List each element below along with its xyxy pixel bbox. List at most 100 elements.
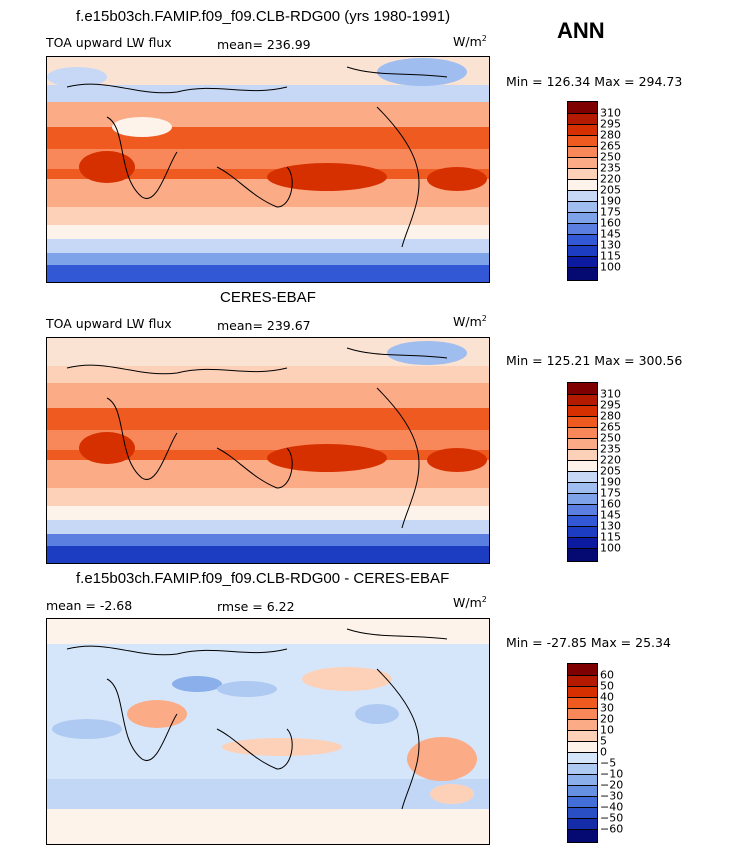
colorbar-cell [568, 169, 597, 180]
colorbar-tick-label: 40 [600, 690, 614, 704]
colorbar-tick-label: 235 [600, 442, 621, 456]
colorbar-tick-label: −60 [600, 822, 624, 836]
colorbar-cell [568, 472, 597, 483]
colorbar-tick-label: 130 [600, 519, 621, 533]
panel-2-minmax: Min = 125.21 Max = 300.56 [506, 353, 683, 368]
colorbar-cell [568, 417, 597, 428]
colorbar-cell [568, 797, 597, 808]
panel-3-units: W/m2 [453, 595, 487, 611]
map-svg [47, 619, 489, 844]
panel-2-units: W/m2 [453, 314, 487, 330]
colorbar-tick-label: 160 [600, 216, 621, 230]
colorbar-cell [568, 147, 597, 158]
colorbar-tick-label: 265 [600, 139, 621, 153]
panel-1-map [46, 56, 490, 283]
colorbar-tick-label: 220 [600, 453, 621, 467]
colorbar-tick-label: 295 [600, 398, 621, 412]
colorbar-tick-label: 205 [600, 464, 621, 478]
colorbar-cell [568, 830, 597, 842]
panel-3-minmax: Min = -27.85 Max = 25.34 [506, 635, 671, 650]
map-svg [47, 57, 489, 282]
panel-3-title: f.e15b03ch.FAMIP.f09_f09.CLB-RDG00 - CER… [76, 570, 450, 587]
panel-2-left-label: TOA upward LW flux [46, 316, 172, 331]
colorbar-cell [568, 439, 597, 450]
colorbar-tick-label: 20 [600, 712, 614, 726]
colorbar-tick-label: −20 [600, 778, 624, 792]
colorbar-tick-label: 160 [600, 497, 621, 511]
panel-2-mean: mean= 239.67 [217, 318, 311, 333]
colorbar-cell [568, 483, 597, 494]
map-svg [47, 338, 489, 563]
colorbar-cell [568, 698, 597, 709]
colorbar-cell [568, 676, 597, 687]
colorbar-cell [568, 527, 597, 538]
colorbar-tick-label: −40 [600, 800, 624, 814]
colorbar-cell [568, 268, 597, 280]
colorbar-cell [568, 125, 597, 136]
colorbar-tick-label: 205 [600, 183, 621, 197]
colorbar-cell [568, 819, 597, 830]
colorbar-cell [568, 753, 597, 764]
colorbar-cell [568, 202, 597, 213]
colorbar-tick-label: 30 [600, 701, 614, 715]
colorbar-tick-label: 235 [600, 161, 621, 175]
panel-1-title: f.e15b03ch.FAMIP.f09_f09.CLB-RDG00 (yrs … [76, 8, 451, 25]
colorbar-cell [568, 731, 597, 742]
colorbar-tick-label: 295 [600, 117, 621, 131]
colorbar-tick-label: 60 [600, 668, 614, 682]
season-label: ANN [557, 18, 605, 43]
colorbar-tick-label: 0 [600, 745, 607, 759]
colorbar-tick-label: 190 [600, 475, 621, 489]
colorbar-cell [568, 235, 597, 246]
colorbar-cell [568, 213, 597, 224]
colorbar-tick-label: 250 [600, 431, 621, 445]
panel-3-colorbar [567, 663, 598, 843]
colorbar-cell [568, 180, 597, 191]
colorbar-cell [568, 742, 597, 753]
colorbar-cell [568, 406, 597, 417]
colorbar-tick-label: 250 [600, 150, 621, 164]
colorbar-tick-label: 265 [600, 420, 621, 434]
colorbar-cell [568, 764, 597, 775]
colorbar-tick-label: 175 [600, 486, 621, 500]
panel-3-mean: mean = -2.68 [46, 598, 133, 613]
colorbar-cell [568, 709, 597, 720]
colorbar-cell [568, 136, 597, 147]
colorbar-tick-label: −5 [600, 756, 617, 770]
colorbar-cell [568, 257, 597, 268]
colorbar-cell [568, 461, 597, 472]
panel-2-title: CERES-EBAF [220, 289, 316, 306]
panel-1-minmax: Min = 126.34 Max = 294.73 [506, 74, 683, 89]
colorbar-cell [568, 549, 597, 561]
colorbar-tick-label: 115 [600, 249, 621, 263]
colorbar-cell [568, 664, 597, 676]
colorbar-tick-label: 190 [600, 194, 621, 208]
colorbar-tick-label: −30 [600, 789, 624, 803]
colorbar-tick-label: −10 [600, 767, 624, 781]
colorbar-tick-label: 50 [600, 679, 614, 693]
colorbar-tick-label: 100 [600, 260, 621, 274]
colorbar-cell [568, 114, 597, 125]
colorbar-tick-label: 100 [600, 541, 621, 555]
colorbar-tick-label: −50 [600, 811, 624, 825]
colorbar-tick-label: 280 [600, 409, 621, 423]
colorbar-cell [568, 494, 597, 505]
colorbar-tick-label: 130 [600, 238, 621, 252]
colorbar-cell [568, 395, 597, 406]
panel-2-colorbar [567, 382, 598, 562]
colorbar-cell [568, 158, 597, 169]
colorbar-tick-label: 280 [600, 128, 621, 142]
colorbar-cell [568, 383, 597, 395]
colorbar-cell [568, 538, 597, 549]
colorbar-cell [568, 224, 597, 235]
colorbar-cell [568, 516, 597, 527]
colorbar-cell [568, 102, 597, 114]
colorbar-cell [568, 450, 597, 461]
panel-1-colorbar [567, 101, 598, 281]
colorbar-tick-label: 10 [600, 723, 614, 737]
panel-3-map [46, 618, 490, 845]
colorbar-cell [568, 246, 597, 257]
colorbar-cell [568, 505, 597, 516]
panel-1-units: W/m2 [453, 34, 487, 50]
colorbar-tick-label: 220 [600, 172, 621, 186]
